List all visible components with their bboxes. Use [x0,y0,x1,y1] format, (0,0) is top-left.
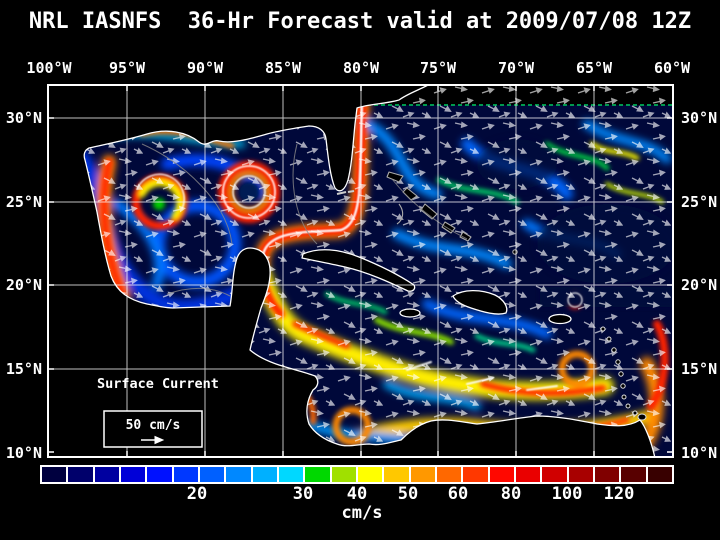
map-frame [47,84,674,458]
map-annotation-label: Surface Current [97,376,219,392]
lat-label-right-20n: 20°N [681,276,718,294]
lat-label-left-15n: 15°N [5,360,42,378]
colorbar-tick-80: 80 [500,484,522,504]
colorbar-cell [463,467,488,482]
lon-label-85w: 85°W [264,59,302,77]
reference-vector-box: 50 cm/s [103,410,203,448]
colorbar-cell [542,467,567,482]
colorbar-cell [568,467,593,482]
florida-keys [336,190,355,195]
colorbar-cell [489,467,514,482]
colorbar-cell [226,467,251,482]
colorbar-cell [647,467,672,482]
colorbar-cell [331,467,356,482]
colorbar-unit-label: cm/s [341,503,383,523]
land-cuba [301,249,416,292]
lat-label-right-10n: 10°N [681,444,718,462]
lon-label-95w: 95°W [108,59,146,77]
colorbar-cell [42,467,67,482]
land-north-and-central-america [47,84,656,458]
lon-label-70w: 70°W [497,59,535,77]
reference-arrow-icon [141,435,165,445]
colorbar-tick-40: 40 [346,484,368,504]
colorbar-cell [199,467,225,482]
colorbar-cell [94,467,119,482]
colorbar-cell [594,467,620,482]
lon-label-60w: 60°W [653,59,691,77]
colorbar-cell [515,467,541,482]
page-title: NRL IASNFS 36-Hr Forecast valid at 2009/… [28,9,692,34]
colorbar-cell [173,467,198,482]
lat-label-left-20n: 20°N [5,276,42,294]
lon-label-65w: 65°W [575,59,613,77]
colorbar [40,465,674,484]
colorbar-cell [384,467,409,482]
colorbar-tick-60: 60 [447,484,469,504]
lat-label-right-15n: 15°N [681,360,718,378]
colorbar-tick-20: 20 [186,484,208,504]
land-jamaica [399,308,421,318]
lat-label-left-10n: 10°N [5,444,42,462]
land-hispaniola [452,289,508,315]
lat-label-left-25n: 25°N [5,193,42,211]
colorbar-cell [621,467,646,482]
lon-label-75w: 75°W [419,59,457,77]
land-puerto-rico [548,313,572,325]
lon-label-90w: 90°W [186,59,224,77]
colorbar-tick-50: 50 [397,484,419,504]
landmasses [47,84,656,458]
colorbar-cell [278,467,304,482]
colorbar-tick-30: 30 [292,484,314,504]
colorbar-cell [305,467,330,482]
lon-label-100w: 100°W [26,59,72,77]
lon-label-80w: 80°W [342,59,380,77]
colorbar-cell [147,467,172,482]
lat-label-left-30n: 30°N [5,109,42,127]
colorbar-tick-120: 120 [603,484,635,504]
colorbar-cell [120,467,146,482]
lat-label-right-30n: 30°N [681,109,718,127]
colorbar-cell [68,467,93,482]
lat-label-right-25n: 25°N [681,193,718,211]
reference-vector-label: 50 cm/s [126,418,181,433]
colorbar-tick-100: 100 [551,484,583,504]
colorbar-cell [410,467,435,482]
surface-current-map: Surface Current 50 cm/s [47,84,674,458]
colorbar-cell [252,467,277,482]
land-lesser-antilles [600,326,647,421]
colorbar-cell [436,467,462,482]
colorbar-cell [357,467,383,482]
grid-lines [47,84,674,458]
